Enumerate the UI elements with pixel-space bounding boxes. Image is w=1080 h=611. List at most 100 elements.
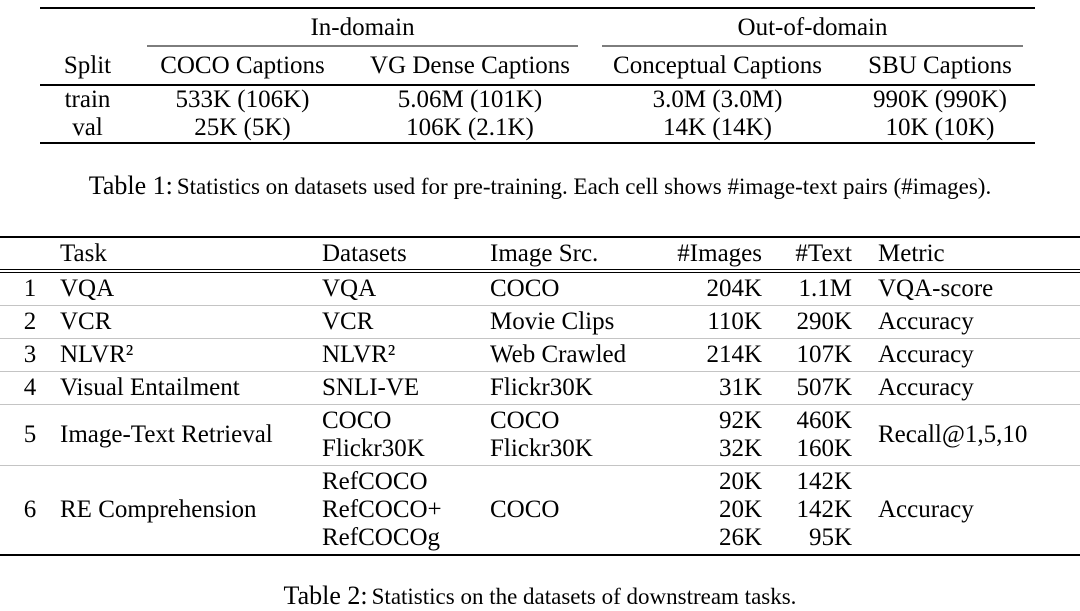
table1-caption-label: Table 1: — [88, 171, 173, 200]
images-line: 20K — [718, 496, 762, 523]
table-row-vqa: 1 VQA VQA COCO 204K 1.1M VQA-score — [0, 271, 1080, 306]
text-cell: 107K — [796, 341, 852, 368]
text-line: 95K — [808, 524, 852, 551]
row-index: 4 — [23, 374, 37, 401]
row-index: 1 — [23, 275, 37, 302]
value-cell: 533K (106K) — [175, 86, 310, 113]
image-src-line: COCO — [490, 407, 560, 434]
text-line: 142K — [796, 468, 852, 495]
dataset-line: Flickr30K — [322, 435, 425, 462]
images-cell: 110K — [707, 308, 762, 335]
image-src-cell: COCO — [490, 496, 560, 523]
table-row-vcr: 2 VCR VCR Movie Clips 110K 290K Accuracy — [0, 305, 1080, 339]
images-line: 20K — [718, 468, 762, 495]
text-cell: 1.1M — [798, 275, 852, 302]
column-header-images: #Images — [650, 237, 762, 273]
split-cell: val — [72, 114, 103, 141]
datasets-cell: VCR — [322, 308, 374, 335]
group-header-row: In-domain Out-of-domain — [40, 8, 1035, 47]
images-line: 26K — [718, 524, 762, 551]
value-cell: 10K (10K) — [885, 114, 995, 141]
text-cell: 142K 142K 95K — [762, 466, 852, 556]
text-line: 160K — [796, 435, 852, 462]
datasets-cell: COCO Flickr30K — [322, 405, 490, 466]
image-src-cell: Web Crawled — [490, 341, 627, 368]
task-cell: RE Comprehension — [60, 496, 257, 523]
row-index: 2 — [23, 308, 37, 335]
column-header-row: Task Datasets Image Src. #Images #Text M… — [0, 237, 1080, 273]
text-line: 460K — [796, 407, 852, 434]
column-header-split: Split — [40, 47, 135, 86]
datasets-cell: SNLI-VE — [322, 374, 420, 401]
metric-cell: Accuracy — [878, 374, 974, 401]
value-cell: 106K (2.1K) — [406, 114, 534, 141]
text-cell: 290K — [796, 308, 852, 335]
metric-cell: VQA-score — [878, 275, 994, 302]
column-header-image-src: Image Src. — [490, 237, 650, 273]
task-cell: VQA — [60, 275, 115, 302]
column-header-index — [0, 237, 60, 273]
table1-caption-text: Statistics on datasets used for pre-trai… — [176, 174, 992, 199]
table2-caption: Table 2: Statistics on the datasets of d… — [0, 581, 1080, 611]
column-header-vg-dense-captions: VG Dense Captions — [350, 47, 591, 86]
column-header-conceptual-captions: Conceptual Captions — [590, 47, 846, 86]
image-src-cell: COCO — [490, 275, 560, 302]
value-cell: 3.0M (3.0M) — [652, 86, 783, 113]
dataset-line: RefCOCO — [322, 468, 428, 495]
table-row-image-text-retrieval: 5 Image-Text Retrieval COCO Flickr30K CO… — [0, 404, 1080, 466]
datasets-cell: NLVR² — [322, 341, 396, 368]
table-row-val: val 25K (5K) 106K (2.1K) 14K (14K) 10K (… — [40, 114, 1035, 143]
out-of-domain-span-rule: Out-of-domain — [602, 14, 1024, 47]
column-header-sbu-captions: SBU Captions — [845, 47, 1036, 86]
downstream-tasks-table: Task Datasets Image Src. #Images #Text M… — [0, 236, 1080, 556]
images-line: 92K — [718, 407, 762, 434]
task-cell: VCR — [60, 308, 112, 335]
text-cell: 460K 160K — [762, 405, 852, 466]
metric-cell: Recall@1,5,10 — [878, 421, 1028, 448]
task-cell: Image-Text Retrieval — [60, 421, 273, 448]
split-cell: train — [64, 86, 111, 113]
table-row-train: train 533K (106K) 5.06M (101K) 3.0M (3.0… — [40, 85, 1035, 114]
row-index: 3 — [23, 341, 37, 368]
image-src-cell: Movie Clips — [490, 308, 615, 335]
metric-cell: Accuracy — [878, 308, 974, 335]
group-header-label: In-domain — [310, 14, 415, 41]
images-line: 32K — [718, 435, 762, 462]
group-header-label: Out-of-domain — [737, 14, 888, 41]
group-header-in-domain: In-domain — [135, 8, 590, 47]
images-cell: 204K — [706, 275, 762, 302]
image-src-line: Flickr30K — [490, 435, 593, 462]
images-cell: 214K — [706, 341, 762, 368]
table-row-re-comprehension: 6 RE Comprehension RefCOCO RefCOCO+ RefC… — [0, 465, 1080, 556]
empty-cell — [40, 8, 135, 47]
table2-caption-label: Table 2: — [283, 581, 368, 610]
task-cell: Visual Entailment — [60, 374, 240, 401]
text-cell: 507K — [796, 374, 852, 401]
row-index: 5 — [23, 421, 37, 448]
column-header-row: Split COCO Captions VG Dense Captions Co… — [40, 47, 1036, 86]
task-cell: NLVR² — [60, 341, 134, 368]
column-header-task: Task — [60, 237, 322, 273]
column-header-metric: Metric — [852, 237, 1080, 273]
datasets-cell: RefCOCO RefCOCO+ RefCOCOg — [322, 466, 490, 556]
datasets-cell: VQA — [322, 275, 377, 302]
text-line: 142K — [796, 496, 852, 523]
group-header-out-of-domain: Out-of-domain — [590, 8, 1035, 47]
metric-cell: Accuracy — [878, 496, 974, 523]
image-src-cell: COCO Flickr30K — [490, 405, 650, 466]
table2-caption-text: Statistics on the datasets of downstream… — [371, 584, 797, 609]
table1-caption: Table 1: Statistics on datasets used for… — [0, 171, 1080, 201]
images-cell: 31K — [718, 374, 762, 401]
dataset-line: RefCOCOg — [322, 524, 441, 551]
value-cell: 990K (990K) — [873, 86, 1008, 113]
column-header-text: #Text — [762, 237, 852, 273]
value-cell: 14K (14K) — [663, 114, 773, 141]
column-header-datasets: Datasets — [322, 237, 490, 273]
images-cell: 20K 20K 26K — [650, 466, 762, 556]
row-index: 6 — [23, 496, 37, 523]
paper-figure: In-domain Out-of-domain Split COCO Capti… — [0, 7, 1080, 611]
value-cell: 5.06M (101K) — [397, 86, 543, 113]
image-src-cell: Flickr30K — [490, 374, 593, 401]
images-cell: 92K 32K — [650, 405, 762, 466]
column-header-coco-captions: COCO Captions — [135, 47, 350, 86]
